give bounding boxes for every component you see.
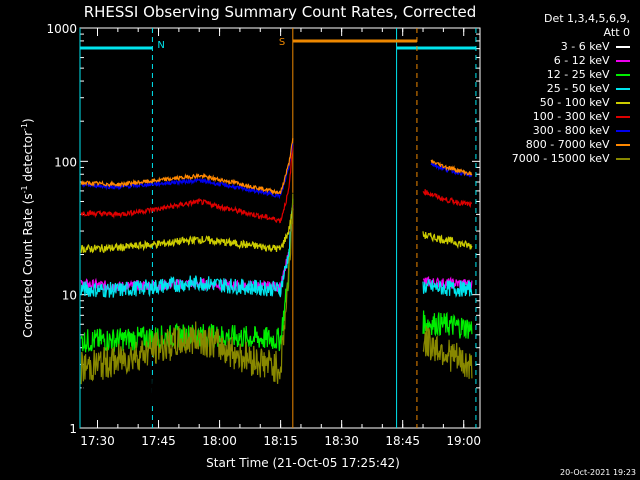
series-line-6: [80, 143, 294, 200]
legend-entry-label: 50 - 100 keV: [539, 96, 613, 109]
legend-swatch: [616, 158, 630, 160]
series-line-7: [430, 159, 473, 177]
generation-timestamp: 20-Oct-2021 19:23: [560, 468, 636, 477]
legend-attenuator: Att 0: [603, 26, 630, 39]
y-tick-label: 1: [69, 422, 77, 436]
legend-entry: 25 - 50 keV: [460, 82, 630, 96]
y-axis-label: Corrected Count Rate (s-1 detector-1): [20, 118, 35, 337]
x-tick-label: 18:45: [385, 434, 420, 448]
series-line-8: [80, 193, 294, 385]
legend-detectors: Det 1,3,4,5,6,9,: [543, 12, 630, 25]
series-line-4: [80, 207, 294, 254]
legend-swatch: [616, 60, 630, 62]
legend-entry-label: 800 - 7000 keV: [525, 138, 613, 151]
series-line-3: [80, 207, 294, 298]
series-line-7: [80, 138, 294, 196]
legend-swatch: [616, 88, 630, 90]
legend-entry: 300 - 800 keV: [460, 124, 630, 138]
legend-swatch: [616, 130, 630, 132]
plot-area: 1 10 100 1000 17:30 17:45 18:00 18:15 18:30 18:45…: [46, 22, 481, 448]
legend-swatch: [616, 74, 630, 76]
legend-entry-label: 3 - 6 keV: [560, 40, 613, 53]
series-line-4: [422, 231, 473, 250]
x-axis-label: Start Time (21-Oct-05 17:25:42): [206, 456, 400, 470]
legend-entry: 50 - 100 keV: [460, 96, 630, 110]
legend-entry-label: 12 - 25 keV: [546, 68, 613, 81]
legend-entry: 3 - 6 keV: [460, 40, 630, 54]
x-tick-label: 19:00: [446, 434, 481, 448]
y-axis-label-part-2: detector: [21, 131, 35, 186]
legend-entry-label: 300 - 800 keV: [532, 124, 613, 137]
series-line-3: [422, 279, 473, 298]
legend-entry: 7000 - 15000 keV: [460, 152, 630, 166]
legend-entry: 12 - 25 keV: [460, 68, 630, 82]
legend-swatch: [616, 144, 630, 146]
legend: Det 1,3,4,5,6,9, Att 0 3 - 6 keV 6 - 12 …: [460, 12, 630, 166]
legend-entries: 3 - 6 keV 6 - 12 keV 12 - 25 keV 25 - 50…: [460, 40, 630, 166]
series-line-0: [422, 323, 473, 400]
y-tick-label: 10: [62, 289, 77, 303]
legend-entry-label: 100 - 300 keV: [532, 110, 613, 123]
y-tick-label: 100: [54, 155, 77, 169]
legend-entry-label: 7000 - 15000 keV: [511, 152, 613, 165]
y-axis-label-part-1: Corrected Count Rate (s: [21, 193, 35, 337]
legend-entry: 100 - 300 keV: [460, 110, 630, 124]
legend-swatch: [616, 102, 630, 104]
y-axis-label-sup-2: -1: [20, 123, 29, 131]
legend-entry: 6 - 12 keV: [460, 54, 630, 68]
x-tick-label: 18:00: [202, 434, 237, 448]
x-tick-label: 18:15: [263, 434, 298, 448]
night-label: N: [157, 40, 164, 51]
x-tick-label: 17:45: [141, 434, 176, 448]
series-line-0: [80, 192, 294, 406]
legend-entry-label: 6 - 12 keV: [553, 54, 613, 67]
x-tick-label: 17:30: [80, 434, 115, 448]
series-line-2: [80, 198, 294, 353]
y-axis-label-part-3: ): [21, 118, 35, 123]
saa-label: S: [279, 37, 285, 48]
x-tick-label: 18:30: [324, 434, 359, 448]
legend-entry-label: 25 - 50 keV: [546, 82, 613, 95]
legend-entry: 800 - 7000 keV: [460, 138, 630, 152]
chart-title: RHESSI Observing Summary Count Rates, Co…: [84, 3, 477, 21]
series-line-5: [422, 189, 473, 208]
series-line-5: [80, 145, 294, 224]
y-axis-label-sup-1: -1: [20, 185, 29, 193]
series-line-8: [422, 326, 473, 379]
y-tick-label: 1000: [46, 22, 77, 36]
series-line-2: [422, 310, 473, 339]
legend-swatch: [616, 46, 630, 48]
legend-swatch: [616, 116, 630, 118]
